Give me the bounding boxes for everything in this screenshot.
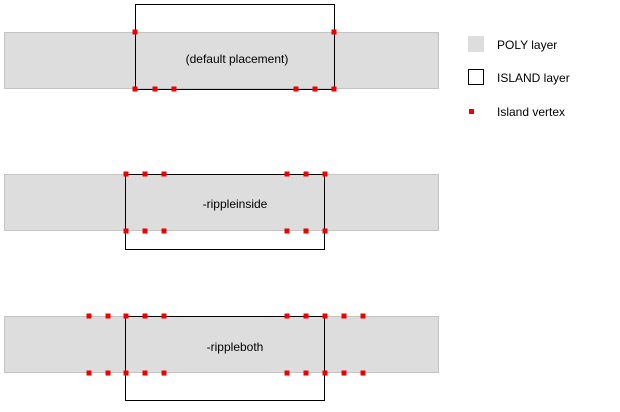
island-vertex-marker (331, 29, 337, 35)
example-label: (default placement) (186, 52, 289, 66)
vertex-swatch (469, 109, 474, 114)
island-vertex-marker (161, 171, 167, 177)
legend: POLY layer ISLAND layer Island vertex (468, 36, 570, 119)
island-vertex-marker (322, 313, 328, 319)
legend-item-vertex: Island vertex (469, 105, 565, 119)
island-vertex-marker (341, 313, 347, 319)
example-default-placement: (default placement) (4, 4, 439, 92)
island-vertex-marker (284, 228, 290, 234)
island-vertex-marker (161, 228, 167, 234)
island-vertex-marker (303, 171, 309, 177)
island-vertex-marker (142, 313, 148, 319)
island-vertex-marker (105, 313, 111, 319)
example-rippleboth: -rippleboth (4, 313, 439, 401)
island-vertices (86, 313, 366, 376)
island-vertex-marker (105, 370, 111, 376)
legend-item-island: ISLAND layer (468, 69, 570, 85)
island-vertex-marker (171, 86, 177, 92)
island-vertex-marker (142, 228, 148, 234)
island-vertex-marker (123, 171, 129, 177)
island-vertex-marker (152, 86, 158, 92)
island-vertex-marker (322, 370, 328, 376)
island-vertex-marker (360, 370, 366, 376)
poly-layer-band (4, 32, 439, 89)
island-swatch (468, 69, 484, 85)
island-vertex-marker (123, 313, 129, 319)
island-vertex-marker (86, 370, 92, 376)
island-layer-rect (125, 316, 325, 401)
island-vertex-marker (86, 313, 92, 319)
island-vertex-marker (132, 86, 138, 92)
island-vertex-marker (123, 370, 129, 376)
island-layer-rect (125, 174, 325, 250)
poly-layer-band (4, 174, 439, 231)
island-vertex-marker (303, 313, 309, 319)
island-vertex-marker (123, 228, 129, 234)
island-vertex-marker (322, 228, 328, 234)
island-vertices (132, 29, 337, 92)
island-vertex-marker (284, 313, 290, 319)
island-vertex-marker (284, 171, 290, 177)
island-vertex-marker (142, 171, 148, 177)
island-vertex-marker (322, 171, 328, 177)
legend-vertex-label: Island vertex (497, 105, 565, 119)
island-vertex-marker (303, 228, 309, 234)
example-rippleinside: -rippleinside (4, 171, 439, 250)
island-vertex-marker (161, 313, 167, 319)
example-label: -rippleinside (203, 197, 268, 211)
poly-swatch (468, 36, 484, 52)
example-label: -rippleboth (207, 340, 264, 354)
legend-poly-label: POLY layer (497, 38, 557, 52)
island-vertex-marker (331, 86, 337, 92)
island-layer-rect (135, 4, 335, 90)
island-vertex-marker (142, 370, 148, 376)
island-vertex-marker (293, 86, 299, 92)
legend-item-poly: POLY layer (468, 36, 557, 52)
island-vertex-marker (360, 313, 366, 319)
island-vertex-marker (303, 370, 309, 376)
island-vertex-marker (132, 29, 138, 35)
island-vertex-marker (312, 86, 318, 92)
island-vertex-marker (161, 370, 167, 376)
island-vertices (123, 171, 328, 234)
island-vertex-marker (284, 370, 290, 376)
legend-island-label: ISLAND layer (497, 71, 570, 85)
island-vertex-marker (341, 370, 347, 376)
